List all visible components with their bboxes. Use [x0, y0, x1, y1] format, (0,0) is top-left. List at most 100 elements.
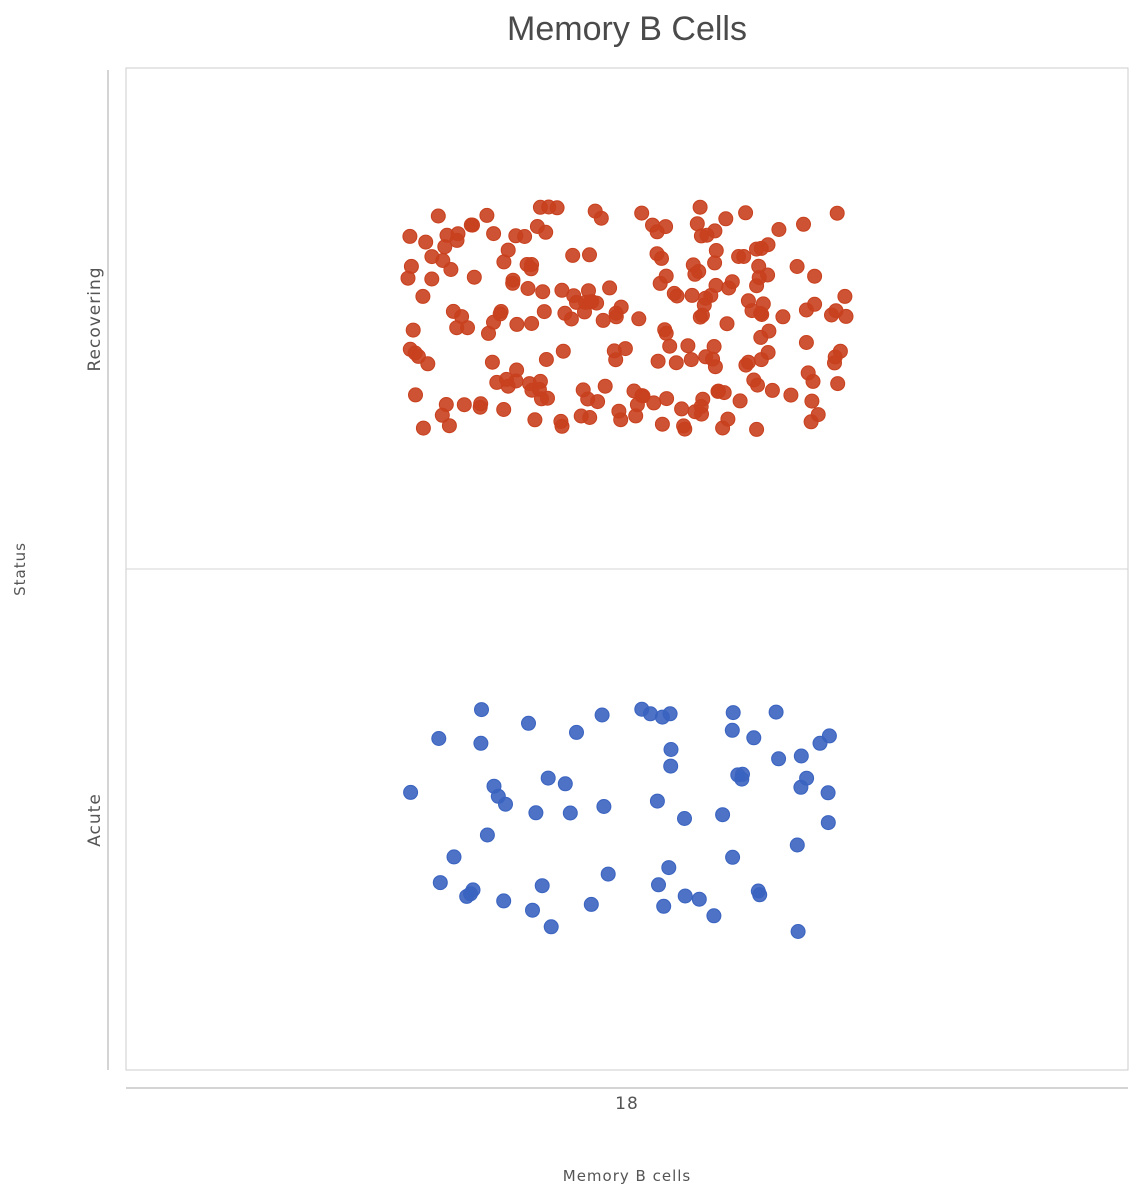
- data-point-recovering-148: [694, 406, 709, 422]
- data-point-acute-21: [600, 866, 616, 882]
- data-point-acute-13: [725, 849, 741, 865]
- data-point-recovering-217: [569, 294, 584, 310]
- data-point-recovering-136: [479, 207, 495, 223]
- data-point-acute-26: [562, 805, 578, 821]
- data-point-recovering-89: [654, 416, 670, 432]
- data-point-recovering-201: [424, 249, 440, 265]
- data-point-recovering-195: [535, 284, 551, 300]
- data-point-acute-36: [432, 875, 448, 891]
- data-point-recovering-59: [749, 421, 765, 437]
- data-point-acute-9: [820, 785, 836, 801]
- data-point-recovering-215: [575, 382, 591, 398]
- data-point-recovering-191: [760, 345, 776, 360]
- data-point-acute-38: [534, 878, 550, 894]
- data-point-recovering-189: [402, 228, 418, 244]
- data-point-recovering-190: [484, 354, 500, 370]
- data-point-recovering-13: [804, 393, 820, 409]
- x-axis-title: Memory B cells: [563, 1167, 691, 1185]
- data-point-recovering-102: [658, 268, 674, 284]
- data-point-recovering-170: [593, 210, 609, 226]
- data-point-recovering-95: [517, 229, 533, 244]
- data-point-recovering-147: [500, 242, 516, 258]
- data-point-recovering-152: [631, 311, 647, 327]
- data-point-acute-49: [446, 849, 462, 865]
- data-point-recovering-181: [689, 216, 705, 232]
- chart-title: Memory B Cells: [507, 10, 747, 48]
- data-point-acute-25: [569, 724, 584, 740]
- data-point-recovering-214: [754, 307, 770, 322]
- data-point-recovering-160: [830, 376, 846, 392]
- data-point-recovering-92: [524, 316, 540, 331]
- data-point-recovering-37: [405, 322, 421, 338]
- data-point-recovering-96: [738, 205, 754, 221]
- data-point-recovering-12: [520, 281, 536, 296]
- data-point-recovering-107: [573, 408, 589, 424]
- data-point-recovering-183: [437, 239, 453, 255]
- data-point-recovering-202: [805, 373, 821, 389]
- data-point-recovering-185: [771, 222, 787, 237]
- data-point-recovering-210: [732, 393, 748, 409]
- data-point-recovering-83: [708, 277, 724, 293]
- data-point-recovering-172: [676, 418, 692, 434]
- data-point-recovering-187: [420, 356, 436, 372]
- data-point-acute-37: [596, 799, 612, 814]
- data-point-acute-51: [649, 793, 665, 809]
- x-tick-label: 18: [615, 1094, 639, 1114]
- data-point-recovering-139: [649, 224, 665, 240]
- data-point-recovering-157: [541, 199, 557, 215]
- scatter-points: [400, 199, 854, 939]
- data-point-recovering-36: [668, 355, 684, 371]
- data-point-acute-46: [752, 887, 768, 903]
- data-point-recovering-62: [509, 316, 525, 332]
- data-point-recovering-121: [720, 411, 736, 427]
- data-point-recovering-125: [751, 258, 767, 274]
- data-point-acute-45: [479, 827, 495, 843]
- data-point-recovering-188: [698, 290, 713, 306]
- data-point-acute-19: [820, 815, 836, 831]
- data-point-recovering-180: [658, 325, 674, 341]
- data-point-recovering-175: [718, 211, 734, 227]
- data-point-acute-31: [557, 776, 573, 792]
- data-point-recovering-192: [492, 306, 508, 322]
- data-point-recovering-93: [719, 316, 735, 332]
- data-point-recovering-218: [761, 323, 777, 339]
- data-point-acute-52: [789, 837, 805, 853]
- data-point-recovering-203: [553, 413, 569, 429]
- data-point-acute-4: [521, 715, 536, 731]
- data-point-recovering-168: [449, 232, 465, 248]
- data-point-recovering-111: [527, 412, 543, 428]
- data-point-recovering-216: [824, 307, 839, 323]
- data-point-recovering-132: [505, 275, 521, 291]
- data-point-recovering-186: [611, 403, 627, 419]
- data-point-recovering-162: [832, 343, 848, 359]
- data-point-acute-8: [793, 748, 809, 764]
- data-point-acute-6: [474, 702, 489, 718]
- data-point-recovering-98: [602, 280, 618, 296]
- data-point-recovering-11: [721, 280, 737, 296]
- data-point-acute-41: [677, 811, 692, 826]
- data-point-acute-30: [662, 706, 678, 722]
- data-point-recovering-53: [597, 378, 613, 394]
- data-point-recovering-145: [415, 420, 431, 436]
- data-point-recovering-211: [557, 305, 573, 321]
- data-point-acute-33: [543, 919, 559, 935]
- data-point-recovering-199: [628, 408, 644, 424]
- data-point-recovering-205: [555, 343, 571, 359]
- data-point-recovering-44: [684, 287, 700, 303]
- data-point-recovering-164: [749, 278, 765, 294]
- data-point-recovering-134: [424, 271, 440, 287]
- data-point-acute-53: [496, 893, 512, 909]
- data-point-recovering-127: [740, 354, 756, 370]
- data-point-recovering-38: [595, 312, 611, 328]
- data-point-recovering-161: [716, 385, 732, 401]
- data-point-recovering-110: [472, 399, 488, 415]
- data-point-recovering-74: [626, 383, 642, 399]
- data-point-acute-16: [724, 722, 740, 738]
- data-point-recovering-31: [692, 199, 708, 215]
- data-point-recovering-158: [441, 418, 457, 434]
- data-point-recovering-176: [408, 387, 423, 403]
- data-point-recovering-60: [659, 391, 675, 407]
- data-point-acute-50: [746, 730, 762, 746]
